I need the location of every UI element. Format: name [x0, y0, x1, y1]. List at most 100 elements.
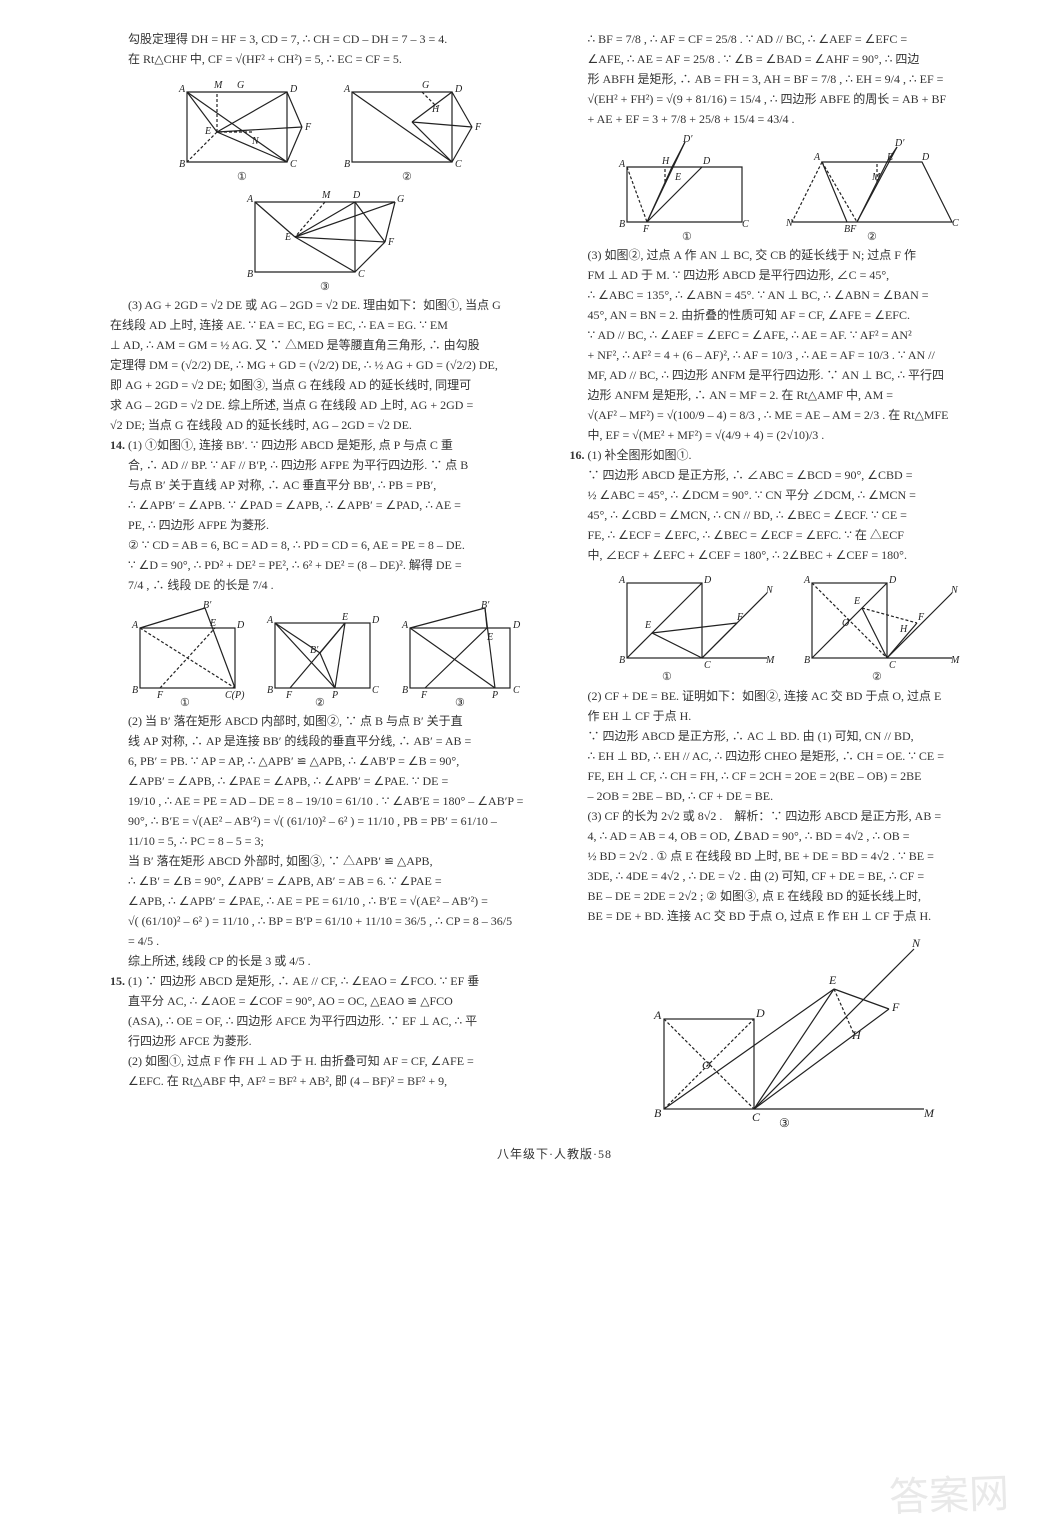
svg-text:C: C [742, 219, 749, 230]
text: 作 EH ⊥ CF 于点 H. [570, 707, 1000, 725]
svg-text:B′: B′ [481, 600, 490, 611]
svg-text:C: C [372, 685, 379, 696]
figure-5: N E AD H O F BCM ③ [570, 929, 1000, 1129]
text: 45°, ∴ ∠CBD = ∠MCN, ∴ CN // BD, ∴ ∠BEC =… [570, 506, 1000, 524]
text: 在 Rt△CHF 中, CF = √(HF² + CH²) = 5, ∴ EC … [110, 50, 540, 68]
svg-text:②: ② [402, 171, 412, 182]
svg-text:A: A [618, 575, 626, 586]
text: MF, AD // BC, ∴ 四边形 ANFM 是平行四边形. ∵ AN ⊥ … [570, 366, 1000, 384]
text: 定理得 DM = (√2/2) DE, ∴ MG + GD = (√2/2) D… [110, 356, 540, 374]
text: 边形 ANFM 是矩形, ∴ AN = MF = 2. 在 Rt△AMF 中, … [570, 386, 1000, 404]
svg-text:B: B [179, 159, 185, 170]
text: √2 DE; 当点 G 在线段 AD 的延长线时, AG – 2GD = √2 … [110, 416, 540, 434]
text: ∴ EH ⊥ BD, ∴ EH // AC, ∴ 四边形 CHEO 是矩形, ∴… [570, 747, 1000, 765]
svg-text:C: C [952, 218, 959, 229]
svg-text:G: G [422, 80, 429, 91]
svg-text:H: H [851, 1028, 862, 1042]
text: 即 AG + 2GD = √2 DE; 如图③, 当点 G 在线段 AD 的延长… [110, 376, 540, 394]
svg-text:E: E [853, 596, 860, 607]
svg-text:E: E [828, 973, 837, 987]
text: ∠AFE, ∴ AE = AF = 25/8 . ∵ ∠B = ∠BAD = ∠… [570, 50, 1000, 68]
svg-text:E: E [341, 612, 348, 623]
text: (3) AG + 2GD = √2 DE 或 AG – 2GD = √2 DE.… [110, 296, 540, 314]
svg-text:C(P): C(P) [225, 690, 245, 701]
svg-text:F: F [285, 690, 293, 701]
svg-text:C: C [358, 269, 365, 280]
text: ∠APB′ = ∠APB, ∴ ∠PAE = ∠APB, ∴ ∠APB′ = ∠… [110, 772, 540, 790]
figure-1-1: AMG DFE NBC ① [167, 72, 317, 182]
svg-text:B: B [804, 655, 810, 666]
svg-text:F: F [736, 612, 744, 623]
text: √( (61/10)² – 6² ) = 11/10 , ∴ BP = B′P … [110, 912, 540, 930]
svg-text:F: F [474, 122, 482, 133]
svg-text:B′: B′ [310, 645, 319, 656]
svg-text:B: B [247, 269, 253, 280]
svg-text:B′: B′ [203, 600, 212, 611]
svg-text:A: A [131, 620, 139, 631]
text: 当 B′ 落在矩形 ABCD 外部时, 如图③, ∵ △APB′ ≌ △APB, [110, 852, 540, 870]
svg-text:F: F [917, 612, 925, 623]
svg-text:②: ② [315, 697, 325, 708]
text: BE = DE + BD. 连接 AC 交 BD 于点 O, 过点 E 作 EH… [570, 907, 1000, 925]
figure-2-3: AB′DE BFPC ③ [395, 598, 525, 708]
text: √(AF² – MF²) = √(100/9 – 4) = 8/3 , ∴ ME… [570, 406, 1000, 424]
text: √(EH² + FH²) = √(9 + 81/16) = 15/4 , ∴ 四… [570, 90, 1000, 108]
svg-text:H: H [431, 104, 440, 115]
svg-text:O: O [702, 1058, 711, 1072]
text: 3DE, ∴ 4DE = 4√2 , ∴ DE = √2 . 由 (2) 可知,… [570, 867, 1000, 885]
text: 7/4 , ∴ 线段 DE 的长是 7/4 . [110, 576, 540, 594]
text: 行四边形 AFCE 为菱形. [110, 1032, 540, 1050]
svg-text:①: ① [180, 697, 190, 708]
text: ⊥ AD, ∴ AM = GM = ½ AG. 又 ∵ △MED 是等腰直角三角… [110, 336, 540, 354]
svg-text:E: E [644, 620, 651, 631]
svg-text:A: A [401, 620, 409, 631]
text: 11/10 = 5, ∴ PC = 8 – 5 = 3; [110, 832, 540, 850]
svg-text:③: ③ [320, 281, 330, 292]
text: 与点 B′ 关于直线 AP 对称, ∴ AC 垂直平分 BB′, ∴ PB = … [110, 476, 540, 494]
svg-text:F: F [420, 690, 428, 701]
svg-text:N: N [911, 936, 921, 950]
text: ∵ ∠D = 90°, ∴ PD² + DE² = PE², ∴ 6² + DE… [110, 556, 540, 574]
figure-2-1: AB′ED BFC(P) ① [125, 598, 245, 708]
text: ½ BD = 2√2 . ① 点 E 在线段 BD 上时, BE + DE = … [570, 847, 1000, 865]
svg-text:E: E [674, 172, 681, 183]
svg-text:G: G [237, 80, 244, 91]
text: 4, ∴ AD = AB = 4, OB = OD, ∠BAD = 90°, ∴… [570, 827, 1000, 845]
watermark: 答案网 [888, 1464, 1010, 1528]
text: ∴ BF = 7/8 , ∴ AF = CF = 25/8 . ∵ AD // … [570, 30, 1000, 48]
svg-text:B: B [267, 685, 273, 696]
text: BE – DE = 2DE = 2√2 ; ② 如图③, 点 E 在线段 BD … [570, 887, 1000, 905]
text: (2) CF + DE = BE. 证明如下：如图②, 连接 AC 交 BD 于… [570, 687, 1000, 705]
svg-text:M: M [321, 190, 331, 201]
svg-text:N: N [785, 218, 794, 229]
figure-1-2: AGD HF BC ② [332, 72, 482, 182]
text: (2) 当 B′ 落在矩形 ABCD 内部时, 如图②, ∵ 点 B 与点 B′… [110, 712, 540, 730]
svg-text:P: P [491, 690, 498, 701]
figure-4-1: AD EN F BCM ① [607, 568, 777, 683]
svg-text:②: ② [867, 231, 877, 242]
text: FE, ∴ ∠ECF = ∠EFC, ∴ ∠BEC = ∠ECF = ∠EFC.… [570, 526, 1000, 544]
figure-1-3: AMDG EF BC ③ [225, 182, 425, 292]
svg-text:C: C [290, 159, 297, 170]
text: 勾股定理得 DH = HF = 3, CD = 7, ∴ CH = CD – D… [110, 30, 540, 48]
svg-text:E: E [886, 152, 893, 163]
svg-text:D: D [703, 575, 712, 586]
text: 合, ∴ AD // BP. ∵ AF // B′P, ∴ 四边形 AFPE 为… [110, 456, 540, 474]
svg-text:BF: BF [844, 224, 857, 235]
svg-text:A: A [618, 159, 626, 170]
text: + AE + EF = 3 + 7/8 + 25/8 + 15/4 = 43/4… [570, 110, 1000, 128]
svg-text:M: M [923, 1106, 935, 1120]
text: ∠EFC. 在 Rt△ABF 中, AF² = BF² + AB², 即 (4 … [110, 1072, 540, 1090]
text: 综上所述, 线段 CP 的长是 3 或 4/5 . [110, 952, 540, 970]
figure-5-svg: N E AD H O F BCM ③ [624, 929, 944, 1129]
text: ∵ 四边形 ABCD 是正方形, ∴ ∠ABC = ∠BCD = 90°, ∠C… [570, 466, 1000, 484]
figure-3-2: AD′ED M NBFC ② [782, 132, 962, 242]
svg-text:①: ① [682, 231, 692, 242]
svg-text:A: A [653, 1008, 662, 1022]
q14: 14. (1) ①如图①, 连接 BB′. ∵ 四边形 ABCD 是矩形, 点 … [110, 436, 540, 454]
svg-text:M: M [765, 655, 775, 666]
text: FM ⊥ AD 于 M. ∵ 四边形 ABCD 是平行四边形, ∠C = 45°… [570, 266, 1000, 284]
svg-text:O: O [842, 618, 849, 629]
text: ∵ 四边形 ABCD 是正方形, ∴ AC ⊥ BD. 由 (1) 可知, CN… [570, 727, 1000, 745]
text: ∴ ∠ABC = 135°, ∴ ∠ABN = 45°. ∵ AN ⊥ BC, … [570, 286, 1000, 304]
